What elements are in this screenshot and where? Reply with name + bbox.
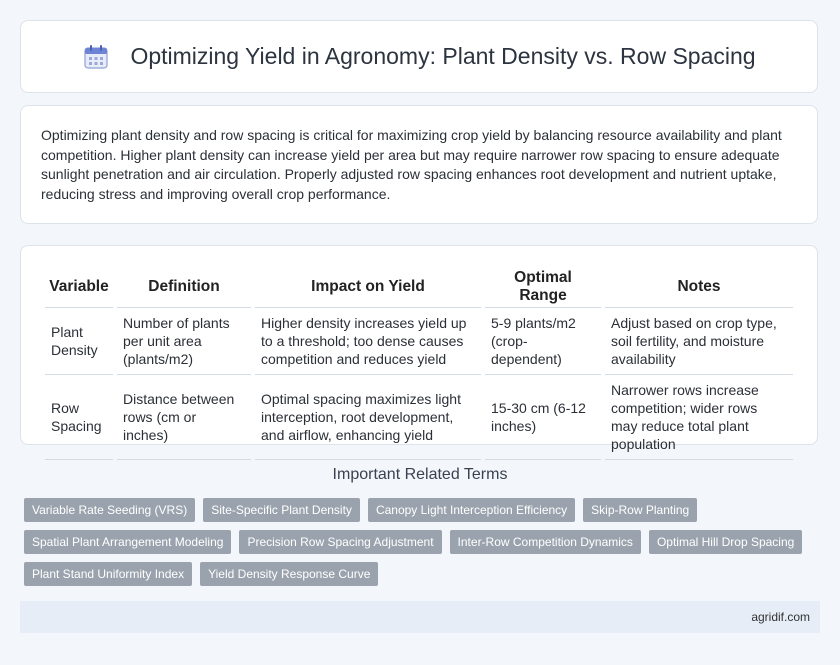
table-row: Plant Density Number of plants per unit … [45, 308, 793, 375]
term-tag[interactable]: Variable Rate Seeding (VRS) [24, 498, 196, 522]
footer-site-link[interactable]: agridif.com [751, 610, 810, 624]
page-title: Optimizing Yield in Agronomy: Plant Dens… [130, 43, 756, 69]
related-terms-heading: Important Related Terms [332, 466, 508, 483]
term-tag[interactable]: Precision Row Spacing Adjustment [239, 530, 442, 554]
footer: agridif.com [20, 601, 820, 633]
term-tag[interactable]: Optimal Hill Drop Spacing [648, 530, 803, 554]
table-cell: Distance between rows (cm or inches) [117, 375, 251, 460]
table-cell: Optimal spacing maximizes light intercep… [255, 375, 481, 460]
term-tag[interactable]: Site-Specific Plant Density [203, 498, 360, 522]
column-header: Optimal Range [485, 264, 601, 308]
related-terms-list: Variable Rate Seeding (VRS) Site-Specifi… [24, 498, 814, 586]
title-card: Optimizing Yield in Agronomy: Plant Dens… [20, 20, 818, 93]
intro-paragraph: Optimizing plant density and row spacing… [41, 127, 782, 202]
intro-card: Optimizing plant density and row spacing… [20, 105, 818, 224]
table-cell: Higher density increases yield up to a t… [255, 308, 481, 375]
table-cell: Adjust based on crop type, soil fertilit… [605, 308, 793, 375]
column-header: Definition [117, 264, 251, 308]
table-cell: 5-9 plants/m2 (crop-dependent) [485, 308, 601, 375]
term-tag[interactable]: Plant Stand Uniformity Index [24, 562, 193, 586]
table-cell: Plant Density [45, 308, 113, 375]
table-header-row: Variable Definition Impact on Yield Opti… [45, 264, 793, 308]
term-tag[interactable]: Skip-Row Planting [583, 498, 698, 522]
calendar-icon [84, 44, 109, 69]
table-card: Variable Definition Impact on Yield Opti… [20, 245, 818, 460]
table-row: Row Spacing Distance between rows (cm or… [45, 375, 793, 460]
table-cell: Number of plants per unit area (plants/m… [117, 308, 251, 375]
term-tag[interactable]: Yield Density Response Curve [200, 562, 379, 586]
comparison-table: Variable Definition Impact on Yield Opti… [41, 264, 797, 460]
term-tag[interactable]: Spatial Plant Arrangement Modeling [24, 530, 232, 554]
table-cell: Narrower rows increase competition; wide… [605, 375, 793, 460]
table-cell: 15-30 cm (6-12 inches) [485, 375, 601, 460]
column-header: Impact on Yield [255, 264, 481, 308]
term-tag[interactable]: Inter-Row Competition Dynamics [449, 530, 641, 554]
term-tag[interactable]: Canopy Light Interception Efficiency [367, 498, 576, 522]
column-header: Notes [605, 264, 793, 308]
column-header: Variable [45, 264, 113, 308]
table-cell: Row Spacing [45, 375, 113, 460]
